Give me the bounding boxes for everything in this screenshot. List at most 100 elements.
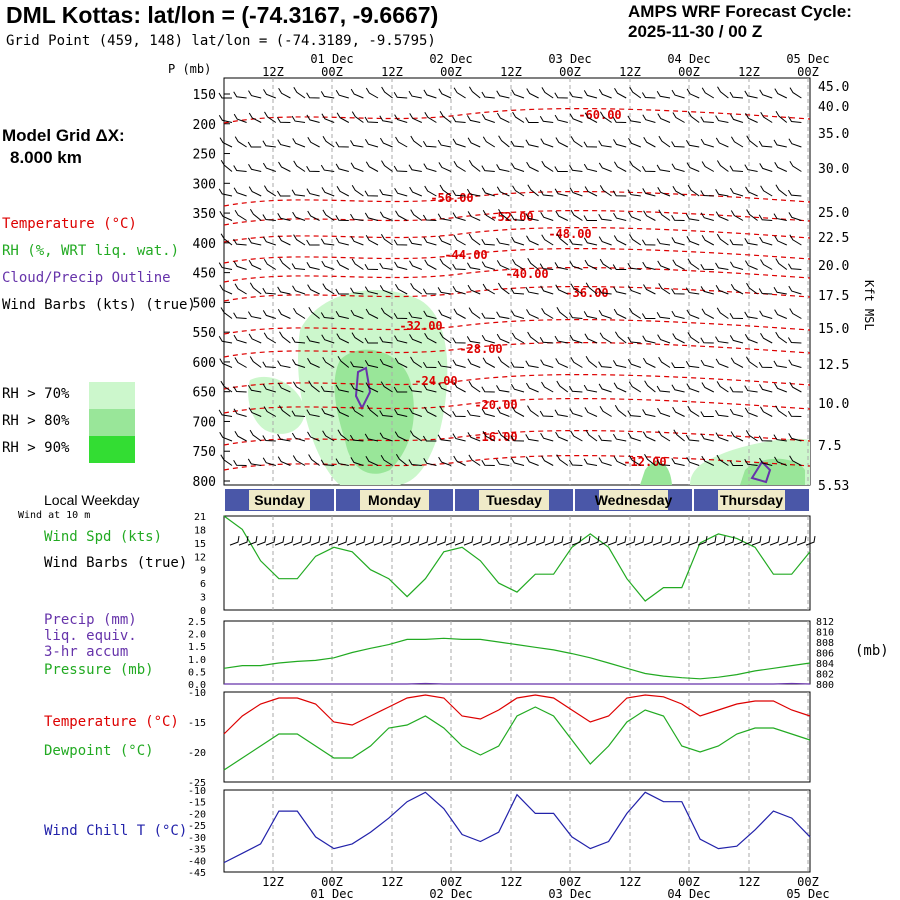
surface-wind-barb xyxy=(373,536,384,546)
wind-barb xyxy=(510,383,525,393)
precip-label: Precip (mm) xyxy=(44,612,137,628)
surface-wind-barb xyxy=(571,536,582,546)
surface-wind-barb xyxy=(418,536,429,546)
pressure-tick: 250 xyxy=(193,148,216,163)
wind-barb xyxy=(380,234,393,246)
wind-barb xyxy=(511,406,525,417)
surface-wind-barb xyxy=(382,536,393,546)
surface-wind-barb xyxy=(481,536,492,546)
wind-barb xyxy=(293,234,306,246)
wind-barb xyxy=(467,358,481,368)
y-tick: 2.0 xyxy=(188,630,206,641)
wind-barb xyxy=(423,384,437,393)
wind-barb xyxy=(438,383,452,393)
wind-barb xyxy=(293,307,306,319)
wind-barb xyxy=(394,284,408,295)
wind-barb xyxy=(481,386,495,393)
wind-barb xyxy=(438,88,452,99)
wind-barb xyxy=(322,209,335,221)
wind-barb xyxy=(466,115,481,123)
top-time-tick: 00Z xyxy=(797,65,819,79)
wind-barb xyxy=(279,257,291,270)
wind-barb xyxy=(291,336,306,344)
temperature-contour xyxy=(223,319,811,335)
top-date-label: 03 Dec xyxy=(548,52,591,66)
wind-barb xyxy=(541,308,554,319)
wind-barb xyxy=(773,213,787,221)
wind-barb xyxy=(629,160,642,172)
wind-barb xyxy=(453,308,466,319)
wind-barb xyxy=(774,162,788,172)
wind-barb xyxy=(379,432,393,442)
wind-barb xyxy=(453,234,466,246)
forecast-cycle-label: AMPS WRF Forecast Cycle: xyxy=(628,2,852,21)
wind-barb xyxy=(468,454,481,466)
wind-barb xyxy=(525,286,539,295)
wind-barb xyxy=(671,89,685,99)
wind-barb xyxy=(627,285,641,295)
wind-barb xyxy=(541,160,554,172)
wind-barb xyxy=(233,187,247,197)
y-tick: -15 xyxy=(188,798,206,809)
precip-line xyxy=(224,682,811,685)
wind-barb xyxy=(629,234,642,246)
y-tick: 0.0 xyxy=(188,680,206,691)
surface-wind-barb xyxy=(607,536,618,546)
wind-barb xyxy=(598,89,612,99)
wind-barb xyxy=(510,214,525,221)
rh-region xyxy=(248,376,305,434)
temperature-contour xyxy=(223,227,811,243)
wind-barb xyxy=(219,137,233,148)
wind-barb xyxy=(306,409,320,417)
wind-barb xyxy=(715,410,729,417)
wind-barb xyxy=(745,113,758,123)
bottom-time-tick: 00Z xyxy=(559,875,581,889)
surface-wind-barb xyxy=(760,536,771,546)
pressure-tick: 802 xyxy=(816,670,834,681)
y-tick: 3 xyxy=(200,593,206,604)
wind-barb xyxy=(583,215,597,221)
pressure-tick: 810 xyxy=(816,628,834,639)
wind-barb xyxy=(381,86,393,99)
wind-barb xyxy=(789,234,802,246)
temperature-contour xyxy=(223,108,811,124)
wind-barb xyxy=(408,90,422,99)
wind-barb xyxy=(788,285,802,295)
wind-barb xyxy=(320,312,335,319)
wind-barb xyxy=(715,336,729,344)
surface-wind-barb xyxy=(463,536,474,546)
wind-barb xyxy=(700,411,714,417)
wind-barb xyxy=(599,332,612,344)
wind-barb xyxy=(409,260,422,270)
wind-barb xyxy=(423,89,437,99)
wind-barb xyxy=(556,233,569,246)
wind-barb xyxy=(701,234,715,246)
wind-barb xyxy=(541,381,554,393)
wind-barb xyxy=(496,112,510,123)
surface-wind-barb xyxy=(346,536,357,546)
wind-barb xyxy=(568,312,583,319)
wind-barbs-label: Wind Barbs (true) xyxy=(44,555,188,571)
wind-barb xyxy=(729,187,744,197)
wind-barb xyxy=(729,239,744,246)
wind-barb xyxy=(291,115,306,123)
wind-barb xyxy=(583,141,598,148)
wind-barb xyxy=(685,287,700,295)
pressure-tick: 500 xyxy=(193,296,216,311)
wind-barb xyxy=(350,140,364,148)
wind-speed-label: Wind Spd (kts) xyxy=(44,529,163,545)
y-tick: -40 xyxy=(188,856,206,867)
wind-barb xyxy=(437,360,452,368)
wind-barb xyxy=(279,331,291,344)
wind-barb xyxy=(700,359,714,368)
kft-tick: 45.0 xyxy=(818,80,849,95)
kft-tick: 10.0 xyxy=(818,397,849,412)
wind-barb xyxy=(364,337,378,344)
surface-wind-barb xyxy=(472,536,483,546)
wind-barb xyxy=(496,186,510,197)
surface-wind-barb xyxy=(724,536,735,546)
wind-barb xyxy=(408,385,422,393)
wind-barb xyxy=(729,312,744,319)
wind-barb xyxy=(437,213,452,221)
wind-barb xyxy=(628,138,641,148)
